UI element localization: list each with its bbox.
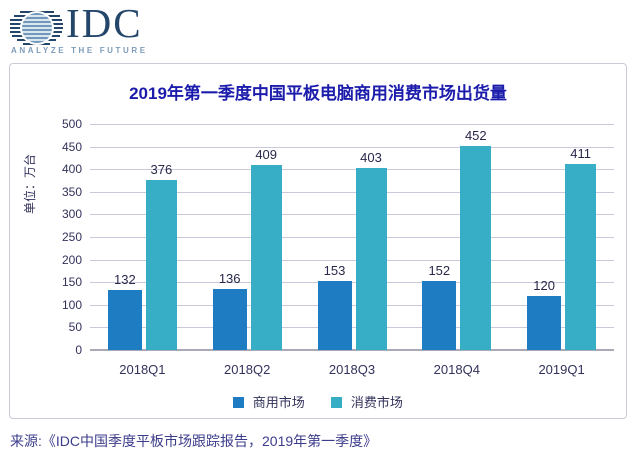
globe-icon [10,11,63,45]
bar-value-label: 403 [360,150,382,165]
bar-value-label: 409 [255,147,278,162]
gridline [90,191,614,193]
y-tick-label: 200 [61,252,82,267]
y-tick-label: 350 [61,184,82,199]
bar-series0-2018Q3 [317,281,352,350]
chart-title: 2019年第一季度中国平板电脑商用消费市场出货量 [129,84,507,103]
bar-value-label: 132 [114,272,136,287]
idc-tagline: ANALYZE THE FUTURE [11,46,148,55]
source-text: 来源:《IDC中国季度平板市场跟踪报告，2019年第一季度》 [10,433,378,449]
bar-series0-2018Q2 [212,289,247,350]
x-axis-label: 2019Q1 [538,362,585,377]
consumer-legend-swatch [331,397,343,408]
bar-value-label: 136 [218,271,241,286]
idc-logo: IDC ANALYZE THE FUTURE [10,0,180,57]
gridline [90,327,614,329]
bar-value-label: 120 [533,278,555,293]
chart-panel: 2019年第一季度中国平板电脑商用消费市场出货量 单位：万台 0 50 100 150… [9,63,627,419]
commercial-legend-swatch [233,397,245,408]
bar-series1-2018Q1 [145,180,177,350]
y-tick-label: 250 [61,230,82,244]
bar-series0-2018Q1 [107,290,142,350]
y-tick-label: 400 [61,162,82,177]
gridline [90,259,614,261]
legend-label-commercial: 商用市场 [252,395,305,410]
bar-series1-2018Q3 [355,168,387,350]
bar-value-label: 376 [150,162,173,177]
bar-value-label: 153 [323,263,346,278]
gridline [90,214,614,216]
y-tick-label: 500 [61,117,82,131]
x-axis-label: 2018Q4 [433,362,480,377]
y-tick-label: 50 [68,320,82,335]
y-tick-label: 450 [61,139,82,154]
x-axis-label: 2018Q2 [224,362,271,377]
gridline [90,304,614,306]
bar-series1-2019Q1 [565,164,597,350]
gridline [90,146,614,148]
chart-legend: 商用市场 消费市场 [10,392,626,412]
bar-series1-2018Q4 [460,146,492,350]
bar-series0-2019Q1 [527,296,562,350]
gridline [90,282,614,284]
x-axis-label: 2018Q1 [119,362,166,377]
bar-series0-2018Q4 [422,281,457,350]
gridline [90,169,614,171]
plot-area: 0 50 100 150 200 250 300 350 400 450 500 132 376 2018… [62,117,614,377]
legend-item-commercial: 商用市场 [233,392,305,411]
y-tick-label: 150 [61,275,82,290]
x-axis-line [90,349,614,351]
y-tick-label: 300 [61,207,82,222]
bar-value-label: 452 [464,128,487,143]
legend-label-consumer: 消费市场 [350,395,403,410]
bar-value-label: 152 [428,263,451,278]
y-tick-label: 100 [61,297,82,312]
gridline [90,237,614,238]
legend-item-consumer: 消费市场 [331,392,403,411]
y-tick-label: 0 [75,343,82,357]
gridline [90,124,614,125]
bar-series1-2018Q2 [250,165,282,350]
idc-logo-text: IDC [66,0,143,46]
bar-value-label: 411 [570,146,591,161]
x-axis-label: 2018Q3 [328,362,376,377]
